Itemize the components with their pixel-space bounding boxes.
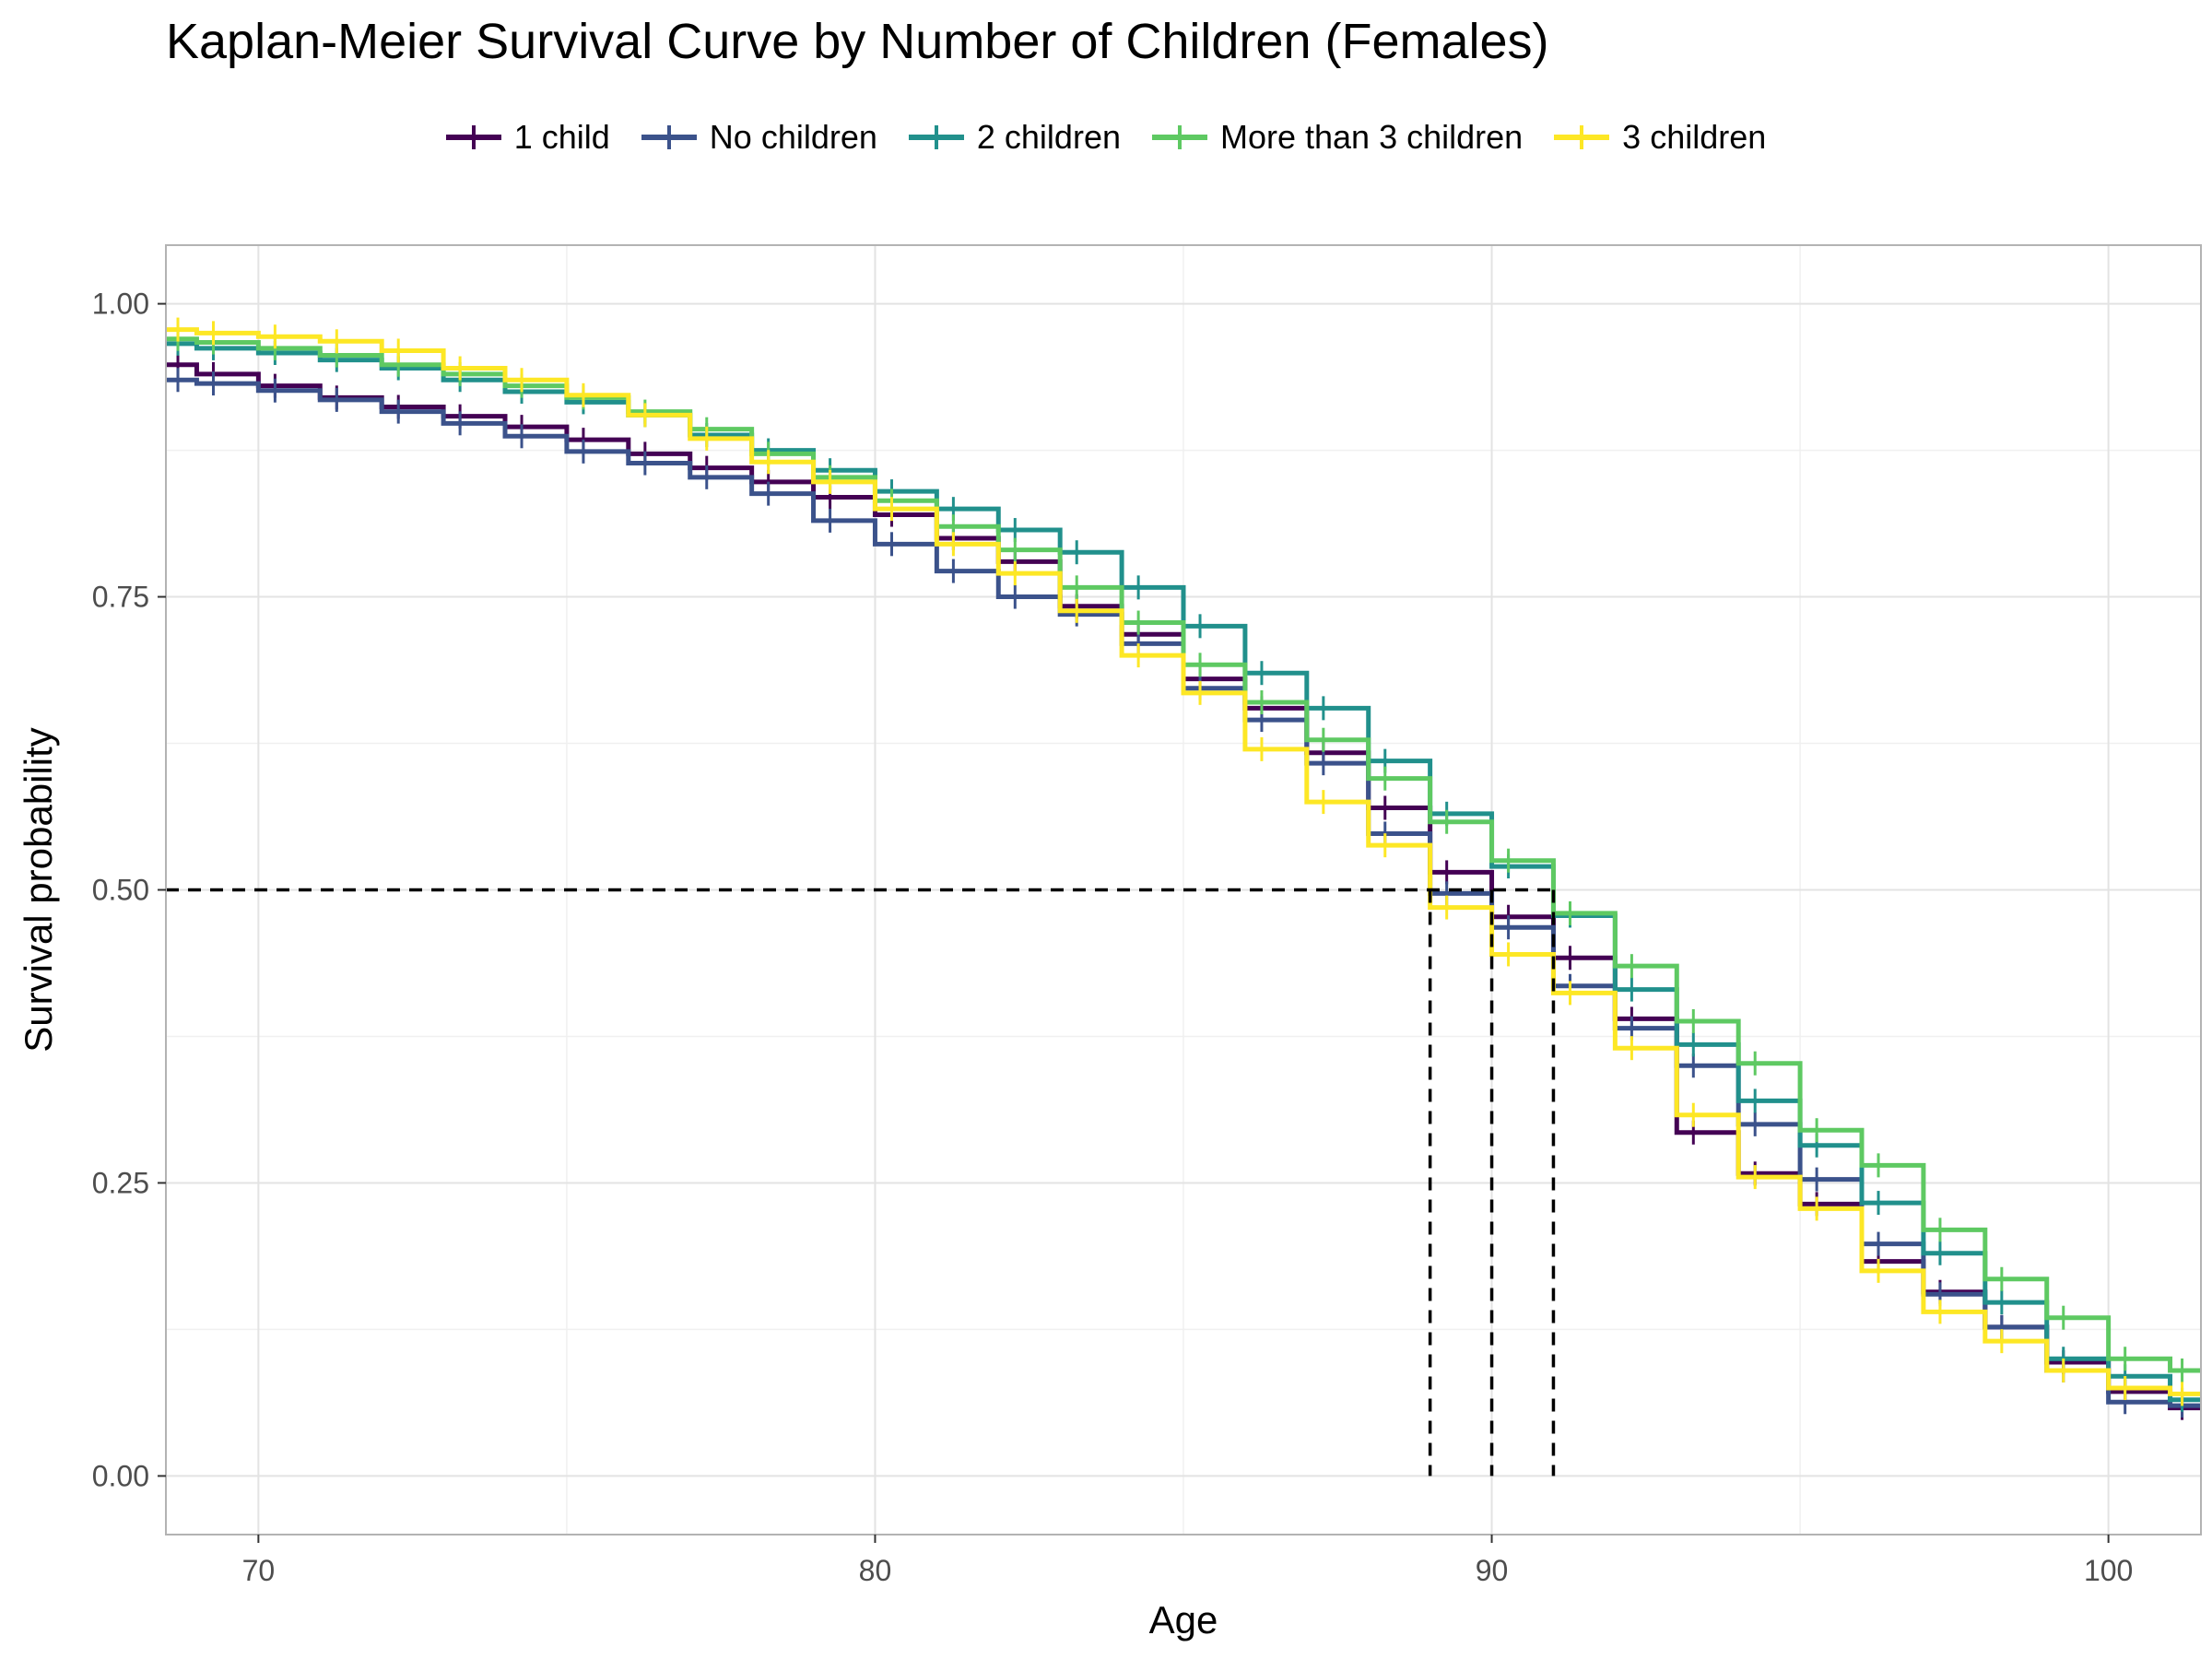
legend-item: 1 child xyxy=(445,118,610,157)
legend-item: 3 children xyxy=(1554,118,1766,157)
legend-key-icon xyxy=(445,125,501,149)
y-axis-title: Survival probability xyxy=(17,727,60,1053)
chart-title: Kaplan-Meier Survival Curve by Number of… xyxy=(166,14,1549,69)
legend-label: No children xyxy=(709,118,877,156)
legend-key-icon xyxy=(1151,125,1207,149)
legend-label: More than 3 children xyxy=(1219,118,1524,156)
x-tick-label: 70 xyxy=(242,1554,276,1587)
legend-label: 1 child xyxy=(513,118,610,156)
y-tick-label: 0.00 xyxy=(92,1459,149,1492)
x-axis-title: Age xyxy=(1149,1598,1218,1641)
legend-item: More than 3 children xyxy=(1151,118,1524,157)
legend-key-icon xyxy=(641,125,697,149)
y-tick-label: 0.25 xyxy=(92,1166,149,1199)
y-tick-label: 0.50 xyxy=(92,874,149,907)
legend-item: 2 children xyxy=(908,118,1121,157)
y-tick-label: 0.75 xyxy=(92,581,149,614)
legend-key-icon xyxy=(908,125,964,149)
survival-curve xyxy=(166,327,2201,1396)
legend: 1 child No children 2 children More than 3 … xyxy=(0,118,2212,157)
x-tick-label: 80 xyxy=(859,1554,892,1587)
x-tick-label: 100 xyxy=(2084,1554,2133,1587)
legend-label: 3 children xyxy=(1622,118,1767,156)
legend-label: 2 children xyxy=(976,118,1121,156)
y-tick-label: 1.00 xyxy=(92,288,149,321)
legend-item: No children xyxy=(641,118,877,157)
x-tick-label: 90 xyxy=(1476,1554,1509,1587)
legend-key-icon xyxy=(1554,125,1610,149)
